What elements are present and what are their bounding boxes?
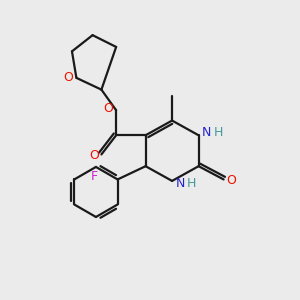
Text: O: O	[226, 174, 236, 188]
Text: F: F	[91, 170, 98, 183]
Text: N: N	[202, 126, 212, 140]
Text: H: H	[213, 126, 223, 140]
Text: N: N	[176, 177, 185, 190]
Text: H: H	[187, 177, 196, 190]
Text: O: O	[63, 71, 73, 84]
Text: O: O	[103, 102, 113, 115]
Text: O: O	[89, 149, 99, 162]
